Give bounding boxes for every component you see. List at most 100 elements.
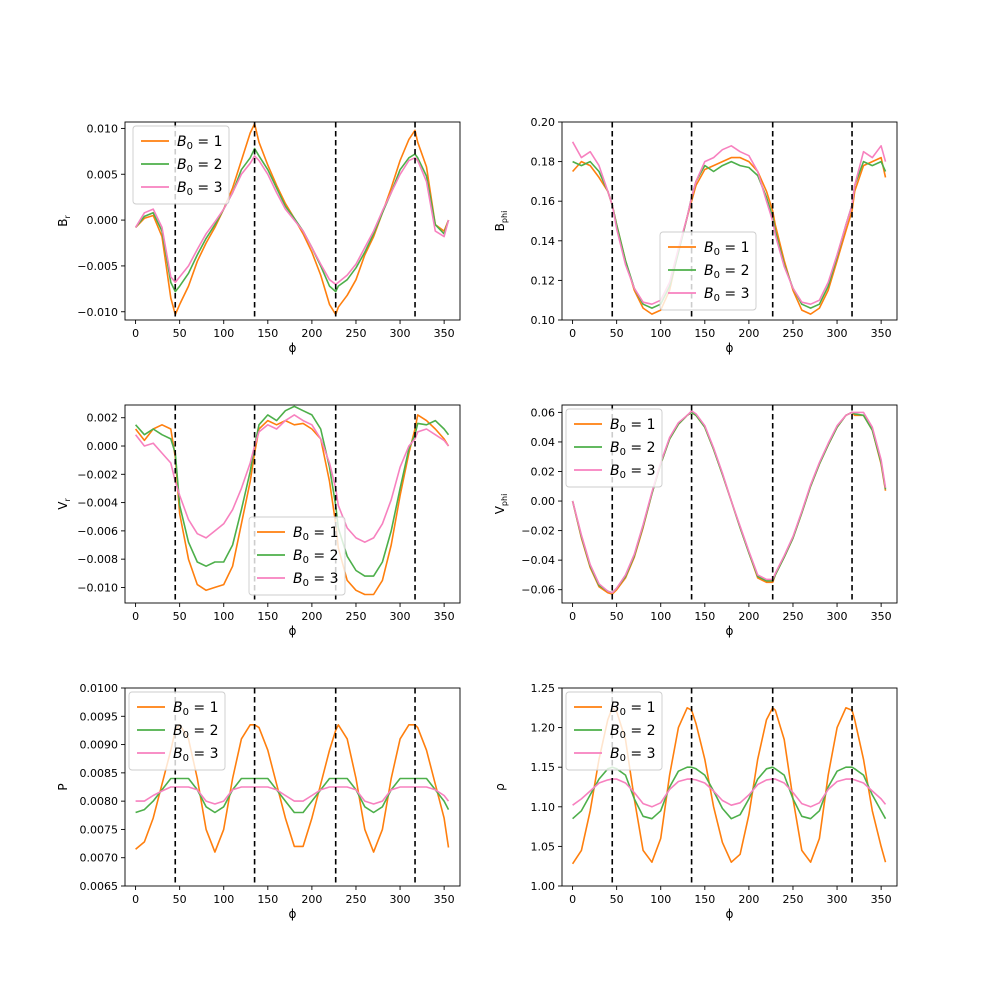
series-line-b0-3 bbox=[571, 141, 887, 306]
x-tick-label: 300 bbox=[390, 610, 411, 623]
y-tick-label: 0.16 bbox=[531, 195, 556, 208]
legend-label-b0-2: B0 = 2 bbox=[704, 263, 750, 281]
y-tick-label: 0.0075 bbox=[80, 823, 119, 836]
y-tick-label: 0.18 bbox=[531, 156, 556, 169]
y-tick-label: 1.00 bbox=[531, 880, 556, 893]
x-tick-label: 200 bbox=[301, 610, 322, 623]
y-tick-label: −0.006 bbox=[77, 525, 118, 538]
plot-area bbox=[571, 405, 887, 603]
y-tick-label: 0.06 bbox=[531, 406, 556, 419]
y-tick-label: 0.20 bbox=[531, 116, 556, 129]
x-tick-label: 0 bbox=[132, 610, 139, 623]
x-tick-label: 50 bbox=[610, 610, 624, 623]
x-tick-label: 100 bbox=[213, 610, 234, 623]
axes-frame bbox=[561, 121, 898, 321]
legend-label-b0-1: B0 = 1 bbox=[177, 134, 223, 152]
legend: B0 = 1 B0 = 2 B0 = 3 bbox=[565, 691, 663, 771]
x-tick-label: 250 bbox=[345, 610, 366, 623]
x-tick-label: 250 bbox=[345, 893, 366, 906]
x-tick-label: 350 bbox=[871, 327, 892, 340]
x-axis-label: ϕ bbox=[726, 341, 734, 355]
legend-label-b0-1: B0 = 1 bbox=[610, 417, 656, 435]
y-tick-label: 0.0080 bbox=[80, 795, 119, 808]
x-tick-label: 100 bbox=[650, 893, 671, 906]
axes-frame bbox=[124, 121, 461, 321]
series-line-b0-3 bbox=[134, 155, 450, 286]
x-tick-label: 200 bbox=[301, 893, 322, 906]
series-line-b0-2 bbox=[572, 766, 887, 820]
y-tick-label: 1.15 bbox=[531, 761, 556, 774]
x-tick-label: 0 bbox=[132, 893, 139, 906]
y-tick-label: 1.25 bbox=[531, 682, 556, 695]
plot-area bbox=[134, 122, 450, 320]
y-tick-label: −0.010 bbox=[77, 581, 118, 594]
y-tick-label: 0.10 bbox=[531, 314, 556, 327]
x-tick-label: 50 bbox=[610, 327, 624, 340]
axes-frame bbox=[124, 687, 461, 887]
x-tick-label: 250 bbox=[782, 893, 803, 906]
y-tick-label: −0.04 bbox=[521, 554, 555, 567]
x-tick-label: 300 bbox=[390, 893, 411, 906]
y-tick-label: 0.12 bbox=[531, 274, 556, 287]
x-tick-label: 300 bbox=[827, 893, 848, 906]
x-axis-label: ϕ bbox=[289, 341, 297, 355]
x-tick-label: 350 bbox=[871, 610, 892, 623]
legend: B0 = 1 B0 = 2 B0 = 3 bbox=[132, 125, 230, 205]
y-tick-label: −0.010 bbox=[77, 306, 118, 319]
subplot-vr: 0 50 100 150 200 250 300 350 −0.010 −0.008 −0.006 −… bbox=[56, 404, 461, 638]
y-tick-label: −0.002 bbox=[77, 468, 118, 481]
y-axis-label: Vphi bbox=[493, 494, 509, 515]
y-tick-label: −0.008 bbox=[77, 553, 118, 566]
y-axis-label: P bbox=[56, 783, 70, 790]
legend-label-b0-3: B0 = 3 bbox=[177, 180, 223, 198]
series-line-b0-2 bbox=[134, 147, 450, 293]
legend: B0 = 1 B0 = 2 B0 = 3 bbox=[565, 408, 663, 488]
legend-label-b0-1: B0 = 1 bbox=[610, 700, 656, 718]
x-tick-label: 150 bbox=[257, 893, 278, 906]
y-tick-label: 0.0095 bbox=[80, 710, 119, 723]
y-tick-label: 0.0085 bbox=[80, 767, 119, 780]
subplot-grid: 0 50 100 150 200 250 300 350−0.010−0.0050.0000.… bbox=[56, 116, 898, 921]
legend-label-b0-2: B0 = 2 bbox=[610, 723, 656, 741]
y-tick-label: −0.005 bbox=[77, 260, 118, 273]
legend-label-b0-3: B0 = 3 bbox=[173, 746, 219, 764]
x-tick-label: 300 bbox=[390, 327, 411, 340]
y-tick-label: 0.002 bbox=[87, 412, 119, 425]
y-axis-label: ρ bbox=[493, 783, 507, 791]
axes-frame bbox=[561, 687, 898, 887]
y-tick-label: 1.20 bbox=[531, 722, 556, 735]
x-axis-label: ϕ bbox=[289, 624, 297, 638]
y-tick-label: 0.000 bbox=[87, 214, 119, 227]
y-tick-label: 0.00 bbox=[531, 495, 556, 508]
plot-area bbox=[571, 122, 887, 320]
y-tick-label: 0.0090 bbox=[80, 739, 119, 752]
legend-label-b0-3: B0 = 3 bbox=[293, 571, 339, 589]
series-line-b0-1 bbox=[134, 414, 450, 596]
x-tick-label: 200 bbox=[301, 327, 322, 340]
legend: B0 = 1 B0 = 2 B0 = 3 bbox=[248, 516, 346, 596]
series-line-b0-2 bbox=[135, 405, 450, 577]
x-tick-label: 350 bbox=[434, 893, 455, 906]
x-tick-label: 200 bbox=[738, 893, 759, 906]
legend-label-b0-3: B0 = 3 bbox=[610, 463, 656, 481]
legend-box bbox=[659, 231, 757, 311]
x-tick-label: 50 bbox=[173, 610, 187, 623]
series-line-b0-3 bbox=[135, 786, 450, 805]
legend: B0 = 1 B0 = 2 B0 = 3 bbox=[659, 231, 757, 311]
legend: B0 = 1 B0 = 2 B0 = 3 bbox=[128, 691, 226, 771]
y-tick-label: 1.10 bbox=[531, 801, 556, 814]
y-axis-label: Vr bbox=[56, 498, 72, 510]
x-tick-label: 250 bbox=[782, 610, 803, 623]
legend-label-b0-2: B0 = 2 bbox=[293, 548, 339, 566]
y-tick-label: 1.05 bbox=[531, 840, 556, 853]
x-tick-label: 150 bbox=[694, 893, 715, 906]
x-tick-label: 0 bbox=[569, 610, 576, 623]
x-tick-label: 0 bbox=[132, 327, 139, 340]
y-tick-label: 0.010 bbox=[87, 122, 119, 135]
series-line-b0-2 bbox=[135, 777, 450, 814]
legend-label-b0-1: B0 = 1 bbox=[293, 525, 339, 543]
x-tick-label: 150 bbox=[257, 327, 278, 340]
x-tick-label: 100 bbox=[650, 327, 671, 340]
x-tick-label: 250 bbox=[345, 327, 366, 340]
